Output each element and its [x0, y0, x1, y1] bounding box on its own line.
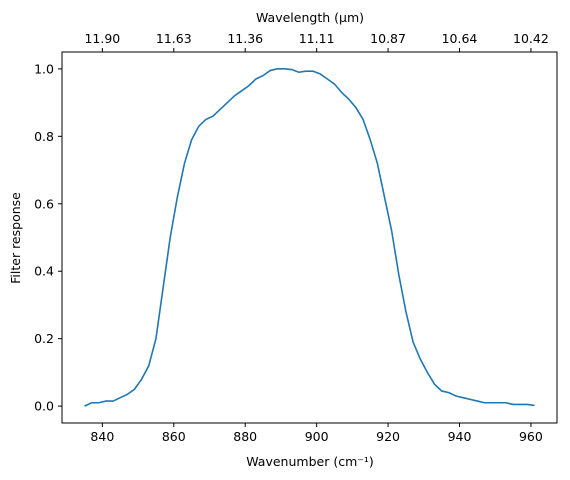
- y-tick-label: 0.4: [34, 264, 54, 279]
- x-tick-label: 880: [233, 429, 257, 444]
- y-axis-label: Filter response: [8, 192, 23, 284]
- x2-tick-label: 11.63: [156, 31, 192, 46]
- x2-tick-label: 11.90: [84, 31, 120, 46]
- x-tick-label: 940: [448, 429, 472, 444]
- y-tick-label: 0.0: [34, 399, 54, 414]
- x-tick-label: 960: [519, 429, 543, 444]
- x-tick-label: 920: [376, 429, 400, 444]
- x-axis-label: Wavenumber (cm⁻¹): [246, 454, 373, 469]
- x-tick-label: 840: [90, 429, 114, 444]
- plot-frame: [61, 51, 558, 424]
- y-tick-label: 0.8: [34, 129, 54, 144]
- x2-tick-label: 10.42: [513, 31, 549, 46]
- y-tick-label: 0.6: [34, 196, 54, 211]
- x2-tick-label: 10.87: [370, 31, 406, 46]
- x2-tick-label: 10.64: [442, 31, 478, 46]
- x-tick-label: 860: [162, 429, 186, 444]
- x2-tick-label: 11.11: [299, 31, 335, 46]
- y-tick-label: 0.2: [34, 331, 54, 346]
- x-tick-label: 900: [305, 429, 329, 444]
- y-tick-label: 1.0: [34, 61, 54, 76]
- x2-axis-label: Wavelength (μm): [256, 10, 364, 25]
- line-series: [84, 68, 535, 407]
- x2-tick-label: 11.36: [227, 31, 263, 46]
